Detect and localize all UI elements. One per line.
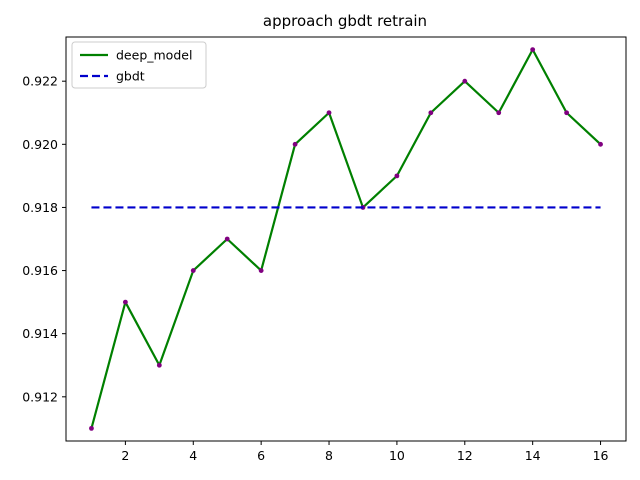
data-point bbox=[258, 268, 264, 273]
x-tick-label: 8 bbox=[325, 448, 333, 463]
data-point bbox=[496, 110, 502, 116]
data-point bbox=[224, 236, 230, 242]
series-layer bbox=[89, 47, 603, 431]
axes-frame bbox=[65, 36, 627, 442]
data-point bbox=[122, 299, 128, 305]
data-point bbox=[564, 110, 570, 116]
y-tick-label: 0.912 bbox=[22, 389, 58, 404]
data-point bbox=[326, 110, 332, 116]
data-point bbox=[462, 78, 468, 84]
data-point bbox=[89, 425, 94, 431]
legend-label: gbdt bbox=[116, 69, 145, 84]
chart-title: approach gbdt retrain bbox=[263, 12, 427, 30]
y-tick-label: 0.920 bbox=[22, 137, 58, 152]
data-point bbox=[190, 268, 196, 273]
x-tick-label: 6 bbox=[257, 448, 265, 463]
series-line-deep-model bbox=[90, 48, 602, 429]
x-tick-label: 10 bbox=[389, 448, 405, 463]
data-point bbox=[156, 362, 162, 368]
data-point bbox=[530, 47, 536, 53]
data-point bbox=[394, 173, 400, 179]
data-point bbox=[428, 110, 434, 116]
x-tick-label: 4 bbox=[189, 448, 197, 463]
x-tick-label: 12 bbox=[457, 448, 473, 463]
y-tick-label: 0.914 bbox=[22, 326, 58, 341]
x-tick-label: 2 bbox=[121, 448, 129, 463]
y-axis-ticks: 0.912 0.914 0.916 0.918 0.920 0.922 bbox=[22, 74, 66, 404]
y-tick-label: 0.918 bbox=[22, 200, 58, 215]
legend-label: deep_model bbox=[116, 48, 192, 63]
data-point bbox=[598, 141, 603, 147]
data-point bbox=[292, 141, 298, 147]
x-tick-label: 16 bbox=[593, 448, 609, 463]
y-tick-label: 0.922 bbox=[22, 74, 58, 89]
x-tick-label: 14 bbox=[525, 448, 541, 463]
x-axis-ticks: 2 4 6 8 10 12 14 16 bbox=[121, 441, 609, 463]
y-tick-label: 0.916 bbox=[22, 263, 58, 278]
